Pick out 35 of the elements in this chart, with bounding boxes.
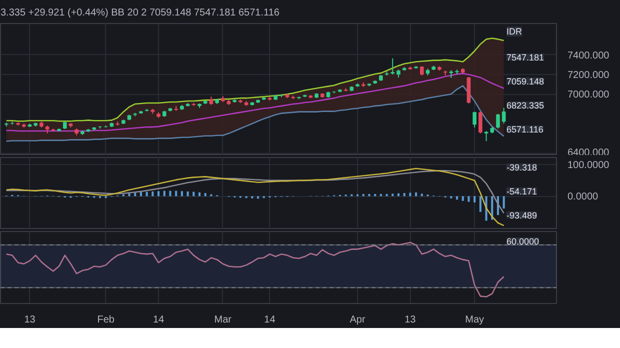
candlestick [420, 66, 424, 76]
line-series [6, 38, 504, 122]
annotation: -54.171 [506, 186, 538, 196]
x-tick-label: Feb [97, 314, 115, 326]
y-tick-label: 100.0000 [568, 160, 610, 172]
candlestick [472, 111, 476, 128]
line-series [6, 168, 504, 226]
x-tick-label: 13 [24, 314, 36, 326]
annotation: 7547.181 [506, 52, 544, 62]
annotation: 60.0000 [506, 236, 540, 246]
x-tick-label: 14 [264, 314, 276, 326]
x-tick-label: Mar [214, 314, 232, 326]
x-tick-label: Apr [350, 314, 366, 326]
chart-title: 3.335 +29.921 (+0.44%) BB 20 2 7059.148 7547.181 6571.116 [0, 8, 280, 18]
x-tick-label: May [465, 314, 484, 326]
annotation: IDR [506, 26, 522, 36]
y-tick-label: 7000.000 [568, 90, 610, 101]
candlestick [390, 58, 395, 76]
y-tick-label: 7200.000 [568, 70, 610, 82]
x-tick-label: 13 [404, 314, 416, 326]
line-series [6, 85, 504, 142]
y-tick-label: 0.0000 [568, 192, 599, 203]
candlestick [478, 111, 482, 134]
candlestick [502, 107, 506, 124]
line-series [6, 72, 504, 132]
y-tick-label: 7400.000 [568, 50, 610, 62]
annotation: 6823.335 [506, 100, 544, 110]
annotation: -93.489 [506, 210, 538, 220]
candlestick [484, 130, 488, 142]
line-series [6, 170, 504, 214]
annotation: -39.318 [506, 162, 538, 172]
annotation: 7059.148 [506, 76, 544, 86]
candlestick [496, 113, 500, 130]
annotation: 6571.116 [506, 124, 544, 134]
x-tick-label: 14 [152, 314, 165, 326]
